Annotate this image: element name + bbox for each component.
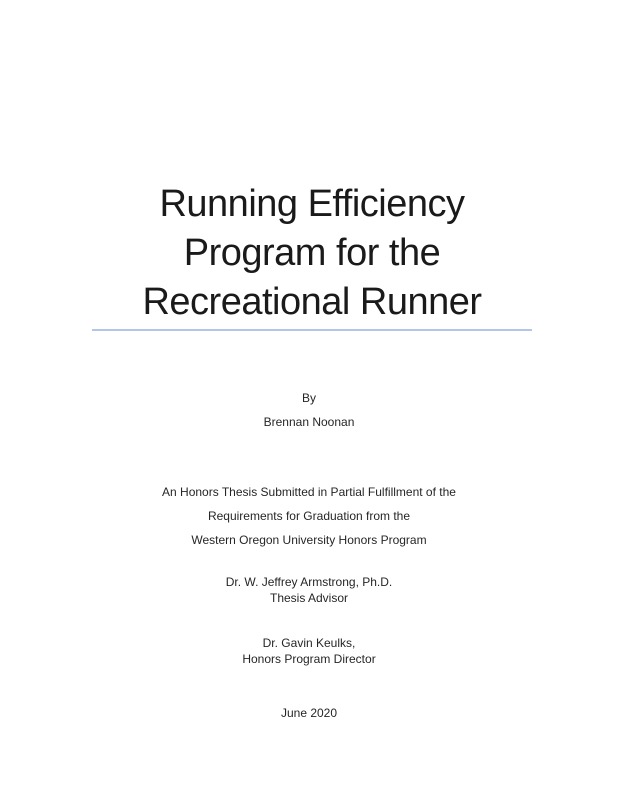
statement-line-3: Western Oregon University Honors Program (191, 533, 427, 547)
advisor-role: Thesis Advisor (269, 591, 349, 605)
byline-label: By (301, 391, 316, 405)
title-line-1: Running Efficiency (159, 183, 465, 225)
statement-line-1: An Honors Thesis Submitted in Partial Fu… (162, 485, 456, 499)
title-line-3: Recreational Runner (142, 281, 482, 323)
title-line-2: Program for the (183, 232, 441, 274)
statement-line-2: Requirements for Graduation from the (207, 509, 411, 523)
advisor-name: Dr. W. Jeffrey Armstrong, Ph.D. (225, 575, 393, 589)
submission-statement: An Honors Thesis Submitted in Partial Fu… (0, 480, 618, 552)
byline: By Brennan Noonan (0, 386, 618, 434)
director-role: Honors Program Director (242, 652, 376, 666)
publication-date: June 2020 (280, 706, 338, 720)
program-director-credit: Dr. Gavin Keulks, Honors Program Directo… (0, 635, 618, 667)
document-title: Running Efficiency Program for the Recre… (92, 180, 532, 331)
director-name: Dr. Gavin Keulks, (262, 636, 356, 650)
author-name: Brennan Noonan (263, 415, 355, 429)
thesis-advisor-credit: Dr. W. Jeffrey Armstrong, Ph.D. Thesis A… (0, 574, 618, 606)
